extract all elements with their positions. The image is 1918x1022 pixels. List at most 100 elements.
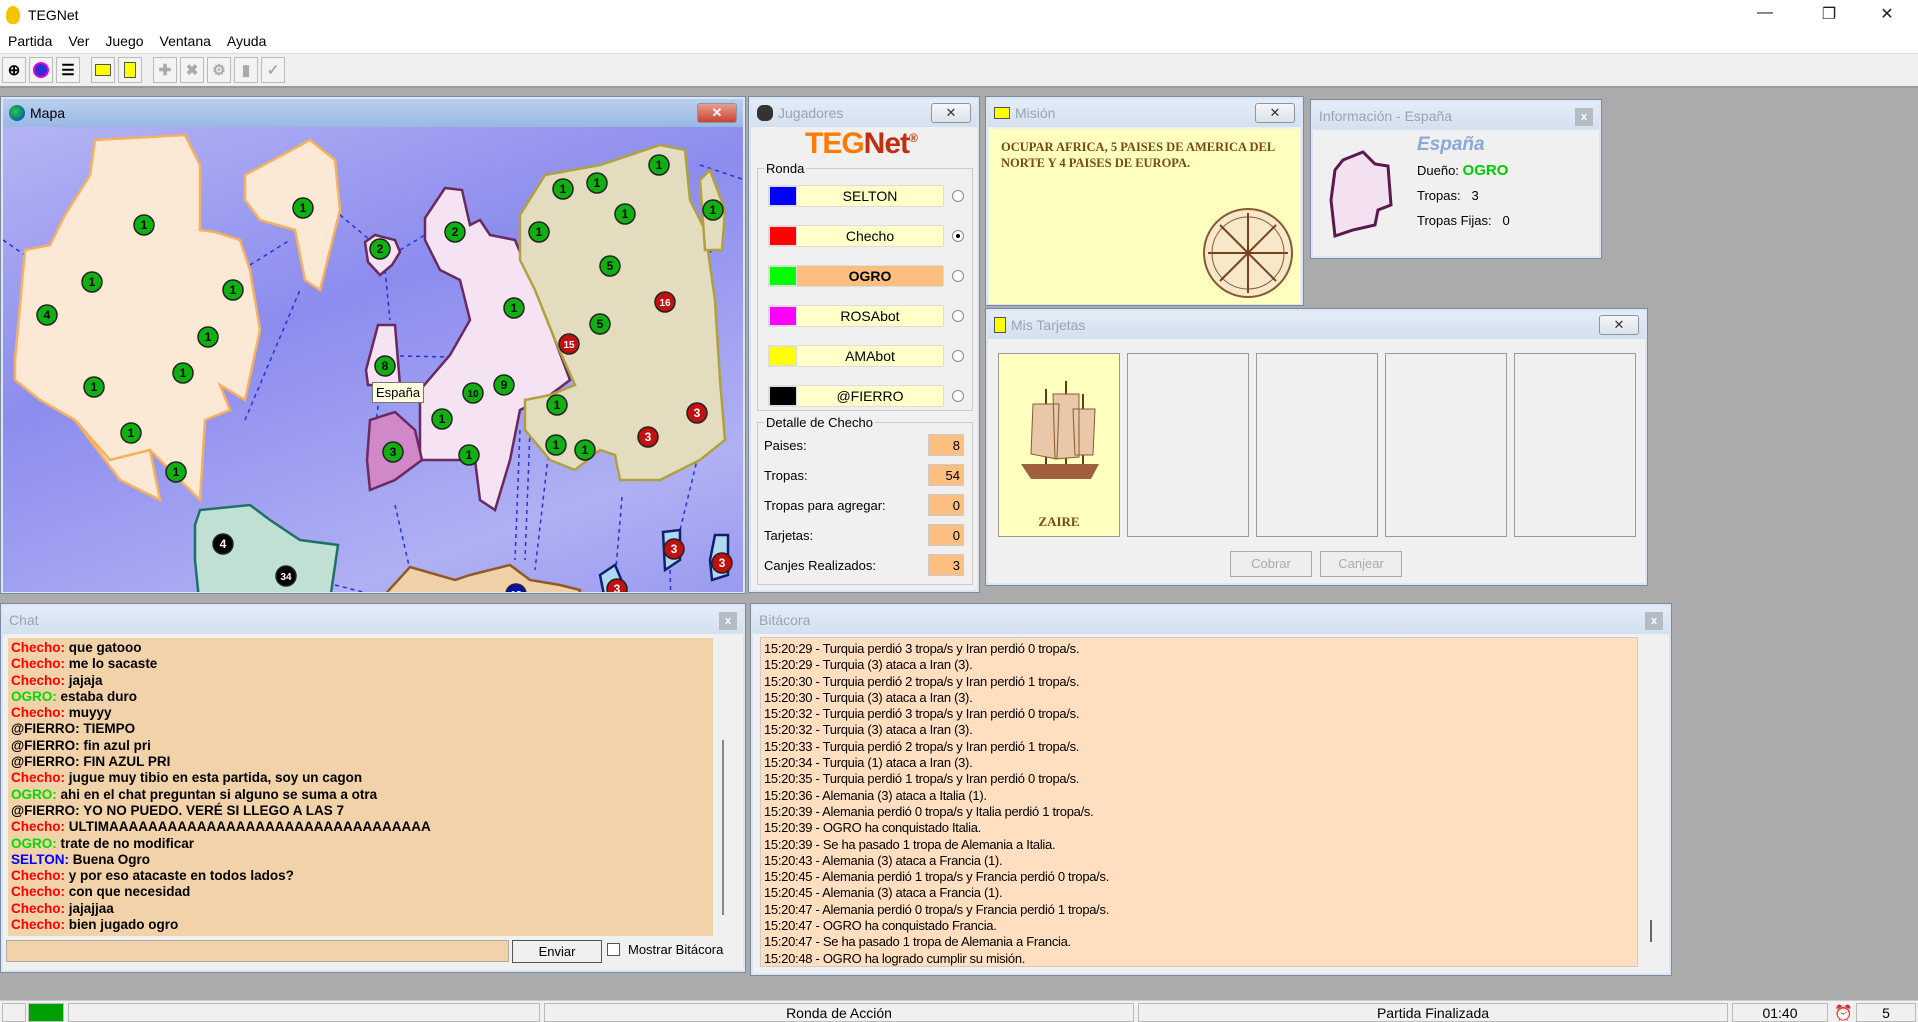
army-marker[interactable]: 3 — [663, 538, 685, 560]
army-marker[interactable]: 4 — [212, 533, 234, 555]
add-troops-button[interactable]: ✚ — [153, 57, 177, 83]
log-window-titlebar[interactable]: Bitácora x — [753, 606, 1669, 634]
turn-radio[interactable] — [952, 350, 964, 362]
army-marker[interactable]: 9 — [493, 374, 515, 396]
menu-ver[interactable]: Ver — [68, 33, 90, 49]
player-row[interactable]: @FIERRO — [768, 376, 972, 416]
cards-button[interactable] — [118, 57, 142, 83]
army-marker[interactable]: 1 — [648, 154, 670, 176]
cards-window-titlebar[interactable]: Mis Tarjetas ✕ — [988, 311, 1645, 339]
army-circle[interactable] — [711, 552, 733, 574]
army-circle[interactable] — [292, 197, 314, 219]
army-circle[interactable] — [83, 376, 105, 398]
army-circle[interactable] — [382, 441, 404, 463]
connect-button[interactable]: ⊕ — [2, 57, 26, 83]
army-circle[interactable] — [574, 439, 596, 461]
maximize-button[interactable]: ❐ — [1821, 6, 1837, 23]
army-marker[interactable]: 1 — [545, 434, 567, 456]
player-row[interactable]: SELTON — [768, 176, 972, 216]
army-circle[interactable] — [458, 444, 480, 466]
menu-juego[interactable]: Juego — [105, 33, 144, 49]
turn-radio[interactable] — [952, 230, 964, 242]
army-circle[interactable] — [493, 374, 515, 396]
mission-button[interactable] — [91, 57, 115, 83]
attack-button[interactable]: ✖ — [180, 57, 204, 83]
army-marker[interactable]: 1 — [614, 203, 636, 225]
army-circle[interactable] — [374, 355, 396, 377]
minimize-button[interactable]: — — [1757, 4, 1773, 21]
player-row[interactable]: Checho — [768, 216, 972, 256]
army-marker[interactable]: 1 — [133, 214, 155, 236]
army-circle[interactable] — [369, 238, 391, 260]
chat-window-titlebar[interactable]: Chat x — [3, 606, 743, 634]
close-button[interactable]: ✕ — [1880, 6, 1894, 23]
army-marker[interactable]: 5 — [589, 313, 611, 335]
army-marker[interactable]: 34 — [275, 565, 297, 587]
mission-window-titlebar[interactable]: Misión ✕ — [988, 99, 1301, 127]
close-log-button[interactable]: x — [1645, 612, 1663, 630]
army-marker[interactable]: 1 — [120, 422, 142, 444]
army-marker[interactable]: 1 — [81, 271, 103, 293]
player-row[interactable]: OGRO — [768, 256, 972, 296]
army-circle[interactable] — [222, 279, 244, 301]
army-circle[interactable] — [503, 297, 525, 319]
army-circle[interactable] — [212, 533, 234, 555]
army-circle[interactable] — [36, 304, 58, 326]
turn-radio[interactable] — [952, 310, 964, 322]
army-circle[interactable] — [589, 313, 611, 335]
end-turn-button[interactable]: ✓ — [261, 57, 285, 83]
player-row[interactable]: AMAbot — [768, 336, 972, 376]
army-circle[interactable] — [558, 333, 580, 355]
collect-button[interactable]: Cobrar — [1230, 551, 1312, 577]
close-chat-button[interactable]: x — [719, 612, 737, 630]
army-marker[interactable]: 10 — [462, 382, 484, 404]
army-circle[interactable] — [528, 221, 550, 243]
army-circle[interactable] — [81, 271, 103, 293]
army-circle[interactable] — [686, 402, 708, 424]
army-circle[interactable] — [702, 199, 724, 221]
army-marker[interactable]: 3 — [382, 441, 404, 463]
army-circle[interactable] — [462, 382, 484, 404]
army-marker[interactable]: 1 — [197, 326, 219, 348]
chat-input[interactable] — [6, 940, 509, 962]
army-circle[interactable] — [197, 326, 219, 348]
army-marker[interactable]: 1 — [528, 221, 550, 243]
regroup-button[interactable]: ⚙ — [207, 57, 231, 83]
army-marker[interactable]: 1 — [586, 172, 608, 194]
turn-radio[interactable] — [952, 190, 964, 202]
menu-ventana[interactable]: Ventana — [159, 33, 211, 49]
close-cards-button[interactable]: ✕ — [1599, 315, 1639, 335]
country-card[interactable]: ZAIRE — [998, 353, 1120, 537]
army-circle[interactable] — [133, 214, 155, 236]
army-marker[interactable]: 1 — [431, 408, 453, 430]
army-marker[interactable]: 1 — [165, 461, 187, 483]
army-marker[interactable]: 16 — [654, 291, 676, 313]
army-marker[interactable]: 2 — [444, 221, 466, 243]
army-marker[interactable]: 3 — [637, 426, 659, 448]
army-marker[interactable]: 2 — [369, 238, 391, 260]
log-scrollbar[interactable] — [1650, 920, 1652, 942]
send-button[interactable]: Enviar — [512, 940, 602, 963]
chat-scrollbar[interactable] — [722, 740, 724, 915]
army-circle[interactable] — [444, 221, 466, 243]
army-circle[interactable] — [275, 565, 297, 587]
info-window-titlebar[interactable]: Información - España x — [1313, 102, 1599, 130]
army-circle[interactable] — [545, 434, 567, 456]
army-circle[interactable] — [120, 422, 142, 444]
army-circle[interactable] — [648, 154, 670, 176]
menu-ayuda[interactable]: Ayuda — [226, 33, 267, 49]
turn-radio[interactable] — [952, 390, 964, 402]
close-info-button[interactable]: x — [1575, 108, 1593, 126]
army-marker[interactable]: 4 — [36, 304, 58, 326]
army-marker[interactable]: 1 — [552, 178, 574, 200]
army-marker[interactable]: 1 — [503, 297, 525, 319]
army-circle[interactable] — [637, 426, 659, 448]
army-circle[interactable] — [552, 178, 574, 200]
player-row[interactable]: ROSAbot — [768, 296, 972, 336]
army-marker[interactable]: 1 — [83, 376, 105, 398]
players-window-titlebar[interactable]: Jugadores ✕ — [751, 99, 977, 127]
army-circle[interactable] — [172, 362, 194, 384]
army-circle[interactable] — [663, 538, 685, 560]
world-map[interactable]: 1 1 4 1 1 1 1 1 1 1 2 2 8 3 1 9 10 1 1 1 1 1 1 1 1 5 5 1 1 1 15 16 3 3 3 3 3… — [2, 127, 746, 784]
